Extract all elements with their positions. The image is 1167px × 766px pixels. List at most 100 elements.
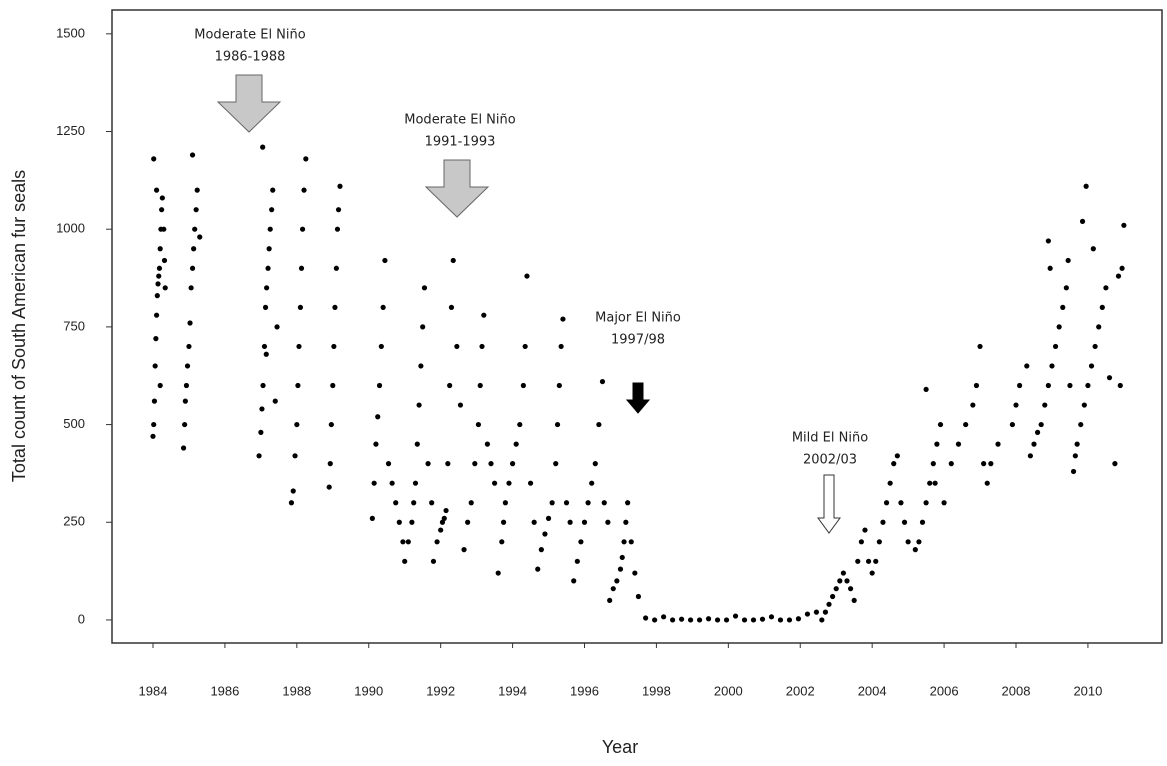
arrow — [216, 74, 282, 133]
point — [599, 378, 606, 385]
point — [301, 187, 307, 193]
point — [405, 539, 411, 545]
point — [500, 519, 507, 525]
point — [617, 566, 624, 572]
point — [1119, 265, 1125, 271]
y-axis-label: Total count of South American fur seals — [9, 170, 29, 482]
point — [264, 285, 270, 291]
point — [184, 363, 191, 369]
point — [517, 421, 523, 428]
point — [560, 316, 566, 322]
point — [589, 480, 595, 486]
point — [571, 578, 577, 584]
point — [795, 616, 802, 622]
point — [153, 336, 159, 342]
point — [930, 461, 936, 467]
point — [416, 402, 422, 408]
point — [294, 421, 300, 428]
point — [1052, 343, 1059, 350]
point — [188, 285, 194, 291]
point — [186, 343, 192, 350]
point — [409, 519, 415, 525]
x-tick-label: 2004 — [858, 683, 887, 698]
point — [272, 398, 278, 404]
point — [714, 617, 721, 623]
point — [513, 441, 519, 447]
point — [912, 547, 918, 553]
point — [479, 343, 485, 350]
point — [373, 441, 379, 447]
point — [1056, 324, 1062, 330]
point — [948, 461, 954, 467]
point — [429, 500, 435, 506]
point — [696, 617, 703, 623]
point — [786, 617, 793, 623]
point — [1009, 421, 1016, 428]
point — [192, 226, 198, 232]
point — [977, 343, 983, 350]
point — [527, 480, 534, 486]
point — [1083, 183, 1089, 189]
point — [927, 480, 933, 486]
point — [851, 597, 857, 604]
point — [1074, 441, 1080, 447]
point — [625, 500, 631, 506]
arrow — [424, 159, 490, 218]
point — [421, 285, 428, 291]
point — [331, 343, 337, 350]
point — [375, 414, 381, 420]
point — [873, 558, 879, 564]
annotation: 1986-1988 — [215, 50, 286, 65]
point — [468, 500, 474, 506]
point — [371, 480, 377, 486]
y-tick-label: 750 — [63, 318, 85, 333]
point — [858, 539, 864, 545]
point — [445, 461, 451, 467]
point — [333, 265, 339, 271]
point — [777, 617, 784, 623]
point — [1121, 222, 1127, 228]
point — [621, 539, 627, 545]
point — [434, 539, 440, 545]
point — [157, 382, 163, 389]
point — [535, 566, 541, 572]
point — [963, 421, 969, 428]
point — [605, 519, 611, 525]
y-tick-label: 1500 — [56, 25, 85, 40]
point — [554, 421, 561, 428]
point — [941, 500, 947, 506]
point — [443, 507, 449, 514]
point — [1115, 273, 1122, 279]
point — [151, 398, 158, 404]
point — [393, 500, 399, 506]
point — [1106, 375, 1113, 381]
point — [193, 207, 199, 213]
point — [337, 183, 343, 189]
x-tick-label: 1984 — [139, 683, 168, 698]
point — [328, 421, 334, 428]
point — [156, 273, 162, 279]
point — [189, 265, 196, 271]
point — [883, 500, 890, 506]
point — [567, 519, 573, 525]
point — [1065, 257, 1071, 264]
point — [292, 453, 298, 459]
point — [382, 257, 388, 264]
x-tick-label: 2006 — [930, 683, 959, 698]
point — [678, 616, 685, 622]
point — [553, 461, 559, 467]
point — [269, 207, 275, 213]
point — [837, 578, 843, 584]
point — [153, 187, 160, 193]
point — [400, 539, 406, 545]
point — [804, 611, 811, 617]
point — [414, 441, 420, 447]
point — [819, 617, 825, 623]
annotation: 1991-1993 — [425, 135, 496, 150]
point — [447, 382, 453, 389]
point — [880, 519, 886, 525]
point — [1090, 246, 1096, 252]
y-tick-label: 0 — [78, 611, 85, 626]
point — [296, 343, 302, 350]
point — [955, 441, 962, 447]
